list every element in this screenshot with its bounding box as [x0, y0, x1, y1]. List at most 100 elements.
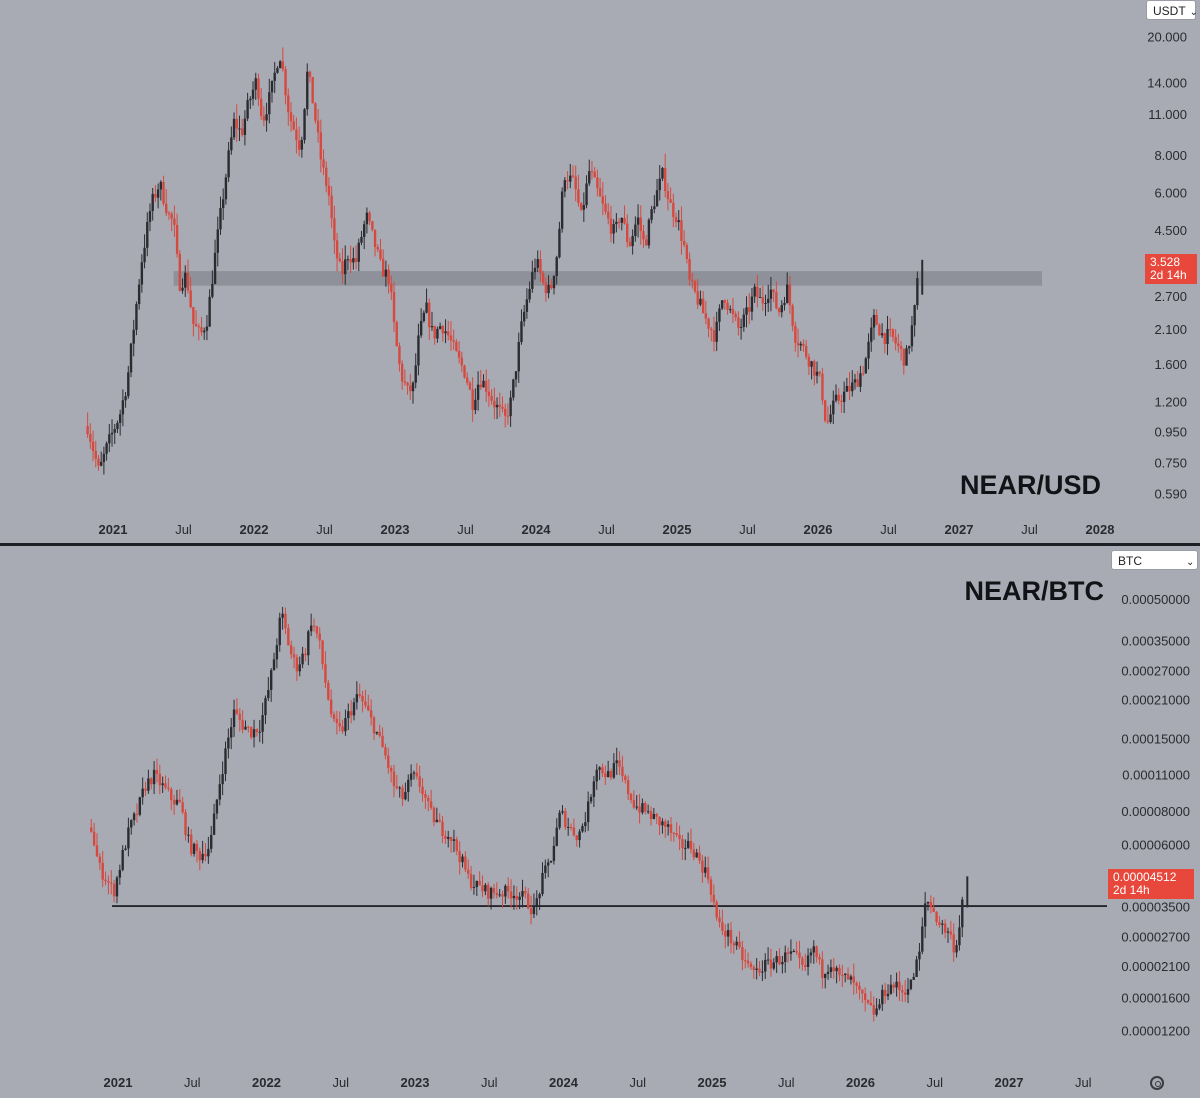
- candle-body: [159, 181, 163, 190]
- candle-body: [961, 899, 964, 928]
- candle-body: [563, 180, 567, 192]
- candle-body: [585, 183, 588, 206]
- candle-body: [636, 217, 640, 225]
- chevron-down-icon: ⌄: [1189, 7, 1199, 18]
- pane-divider[interactable]: [0, 543, 1200, 546]
- candle-body: [807, 356, 811, 367]
- x-tick-label: Jul: [316, 522, 333, 537]
- candle-body: [418, 776, 421, 787]
- currency-label: USDT: [1153, 4, 1186, 18]
- candle-body: [258, 731, 261, 733]
- candle-body: [590, 171, 594, 173]
- currency-selector[interactable]: BTC ⌄: [1111, 550, 1198, 570]
- candle-body: [118, 414, 122, 423]
- candle-body: [878, 324, 881, 336]
- candle-body: [506, 415, 510, 417]
- y-tick-label: 0.00003500: [1121, 900, 1190, 915]
- candle-body: [255, 729, 259, 732]
- candle-body: [364, 701, 367, 706]
- candle-body: [686, 840, 690, 848]
- x-tick-label: Jul: [598, 522, 615, 537]
- candle-body: [617, 221, 621, 223]
- x-tick-label: Jul: [332, 1075, 349, 1090]
- candle-body: [861, 373, 865, 375]
- y-tick-label: 4.500: [1154, 223, 1187, 238]
- candle-body: [555, 257, 558, 276]
- near-btc-chart-pane[interactable]: 0.00050000 0.00035000 0.00027000 0.00021000…: [0, 546, 1200, 1093]
- candle-body: [661, 168, 664, 179]
- candle-body: [522, 311, 526, 322]
- candle-body: [915, 959, 918, 977]
- candle-body: [509, 397, 512, 417]
- candle-body: [772, 962, 775, 969]
- candle-body: [855, 982, 858, 986]
- candle-body: [512, 379, 515, 398]
- candle-body: [251, 89, 255, 99]
- candle-body: [581, 826, 584, 832]
- x-tick-label: Jul: [1021, 522, 1038, 537]
- candle-body: [287, 95, 290, 113]
- candle-body: [262, 115, 266, 121]
- candle-body: [175, 799, 179, 805]
- candle-body: [810, 361, 813, 367]
- candle-body: [90, 827, 93, 832]
- last-price: 3.528: [1150, 255, 1181, 269]
- candle-body: [661, 821, 664, 826]
- candle-body: [178, 799, 181, 803]
- y-tick-label: 0.00002100: [1121, 959, 1190, 974]
- candle-body: [138, 797, 142, 815]
- x-tick-label: 2023: [401, 1075, 430, 1090]
- candle-body: [187, 834, 190, 836]
- candle-body: [552, 845, 556, 861]
- candle-countdown: 2d 14h: [1150, 268, 1187, 282]
- candle-body: [259, 98, 263, 116]
- candle-body: [861, 989, 864, 994]
- candle-body: [472, 887, 476, 889]
- y-tick-label: 2.700: [1154, 289, 1187, 304]
- candles: [90, 607, 969, 1022]
- candle-body: [192, 843, 196, 854]
- candle-body: [221, 199, 225, 208]
- candle-body: [287, 628, 290, 646]
- near-btc-chart[interactable]: 0.00050000 0.00035000 0.00027000 0.00021000…: [0, 546, 1200, 1093]
- candle-body: [792, 950, 795, 952]
- candle-body: [311, 76, 314, 104]
- y-tick-label: 0.590: [1154, 487, 1187, 502]
- candle-body: [444, 331, 447, 334]
- near-usd-chart[interactable]: 20.000 14.000 11.000 8.000 6.000 4.500 2.700 2.…: [0, 0, 1200, 543]
- candle-body: [898, 981, 901, 991]
- candle-body: [729, 309, 732, 311]
- candle-body: [918, 951, 921, 960]
- candle-body: [601, 767, 604, 774]
- candle-body: [552, 275, 556, 289]
- candle-body: [769, 289, 773, 299]
- candle-body: [108, 434, 111, 444]
- currency-selector[interactable]: USDT ⌄: [1146, 0, 1199, 20]
- candle-body: [292, 121, 295, 130]
- candle-body: [427, 797, 430, 802]
- candle-body: [795, 950, 798, 953]
- candle-body: [347, 711, 350, 719]
- candle-body: [381, 735, 384, 748]
- candle-body: [487, 884, 490, 899]
- candle-body: [167, 213, 171, 215]
- candle-body: [357, 242, 360, 262]
- candle-body: [758, 297, 762, 299]
- candle-body: [99, 461, 103, 466]
- candle-body: [369, 710, 373, 718]
- candle-body: [649, 811, 653, 820]
- candle-body: [205, 326, 209, 331]
- candle-body: [170, 213, 173, 219]
- x-tick-label: Jul: [926, 1075, 943, 1090]
- candle-body: [938, 922, 941, 925]
- last-price-tag: 3.528 2d 14h: [1145, 254, 1197, 284]
- candle-body: [744, 960, 747, 962]
- candle-body: [620, 217, 623, 223]
- near-usd-chart-pane[interactable]: 20.000 14.000 11.000 8.000 6.000 4.500 2.700 2.…: [0, 0, 1200, 543]
- settings-gear-icon[interactable]: [1150, 1076, 1164, 1090]
- candle-body: [121, 849, 124, 870]
- candle-countdown: 2d 14h: [1113, 883, 1150, 897]
- x-tick-label: 2021: [104, 1075, 133, 1090]
- candle-body: [404, 791, 407, 800]
- x-tick-label: 2026: [804, 522, 833, 537]
